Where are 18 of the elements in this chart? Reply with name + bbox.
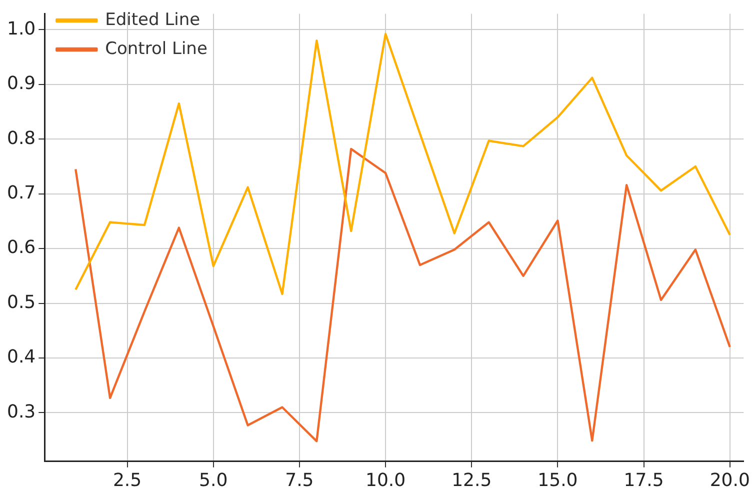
x-tick-label: 15.0 bbox=[538, 470, 578, 491]
legend-label: Edited Line bbox=[105, 10, 200, 30]
y-tick-label: 0.8 bbox=[6, 128, 36, 149]
legend-label: Control Line bbox=[105, 38, 208, 59]
y-tick-label: 0.3 bbox=[6, 401, 36, 422]
x-tick-label: 5.0 bbox=[199, 470, 228, 491]
y-tick-label: 0.9 bbox=[6, 73, 36, 94]
x-tick-label: 17.5 bbox=[624, 470, 664, 491]
x-tick-label: 12.5 bbox=[452, 470, 492, 491]
y-tick-label: 0.7 bbox=[6, 182, 36, 204]
y-tick-label: 0.6 bbox=[6, 237, 36, 258]
y-tick-label: 1.0 bbox=[6, 18, 36, 40]
y-tick-label: 0.4 bbox=[6, 346, 36, 368]
y-tick-label: 0.5 bbox=[6, 292, 36, 313]
x-tick-label: 10.0 bbox=[365, 470, 406, 491]
x-tick-label: 2.5 bbox=[112, 470, 142, 491]
x-tick-label: 7.5 bbox=[285, 470, 314, 491]
x-tick-label: 20.0 bbox=[710, 470, 750, 491]
